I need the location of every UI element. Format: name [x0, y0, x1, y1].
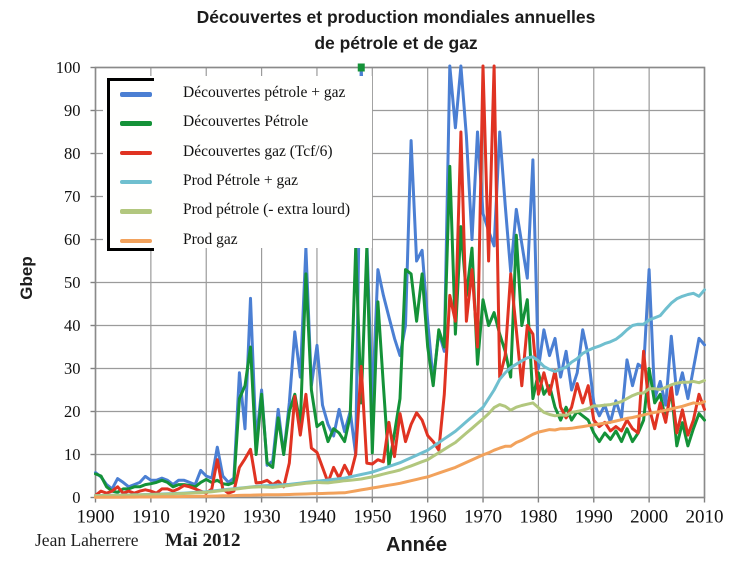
- legend-swatch: [120, 238, 152, 243]
- y-tick-label: 100: [56, 58, 81, 77]
- y-tick-label: 80: [64, 144, 81, 163]
- x-tick-label: 2010: [686, 507, 724, 528]
- x-tick-label: 2000: [630, 507, 668, 528]
- x-tick-label: 1980: [519, 507, 557, 528]
- series-line: [94, 164, 706, 494]
- credit-author: Jean Laherrere: [35, 530, 139, 550]
- legend-swatch: [120, 121, 152, 126]
- y-tick-label: 20: [64, 402, 81, 421]
- series-line: [94, 379, 706, 498]
- legend-label: Découvertes gaz (Tcf/6): [183, 142, 333, 160]
- chart-title: Découvertes et production mondiales annu…: [0, 4, 729, 56]
- x-tick-label: 1950: [353, 507, 391, 528]
- x-axis-title: Année: [386, 534, 448, 556]
- y-tick-label: 0: [72, 488, 80, 507]
- x-tick-label: 1990: [575, 507, 613, 528]
- legend-label: Prod pétrole (- extra lourd): [183, 201, 350, 219]
- x-tick-label: 1930: [243, 507, 281, 528]
- legend-swatch: [120, 92, 152, 97]
- y-axis-title: Gbep: [17, 256, 36, 300]
- x-tick-label: 1900: [77, 507, 115, 528]
- chart-title-line2: de pétrole et de gaz: [314, 33, 478, 53]
- x-tick-label: 1960: [409, 507, 447, 528]
- y-tick-label: 90: [64, 101, 81, 120]
- y-tick-label: 50: [64, 273, 81, 292]
- series-line: [94, 64, 706, 491]
- legend-box: Découvertes pétrole + gaz Découvertes Pét…: [103, 76, 372, 251]
- chart-title-line1: Découvertes et production mondiales annu…: [196, 7, 596, 27]
- y-tick-label: 60: [64, 230, 81, 249]
- legend-swatch: [120, 150, 152, 156]
- plot-border: [94, 66, 706, 499]
- legend-swatch: [120, 209, 152, 214]
- y-tick-label: 10: [64, 445, 81, 464]
- x-tick-label: 1910: [132, 507, 170, 528]
- x-tick-label: 1970: [464, 507, 502, 528]
- legend-label: Prod Pétrole + gaz: [183, 171, 299, 189]
- series-line: [94, 400, 706, 499]
- y-tick-label: 30: [64, 359, 81, 378]
- x-tick-label: 1920: [187, 507, 225, 528]
- legend-border-bracket: [107, 78, 154, 251]
- legend-swatch: [120, 179, 152, 185]
- legend-label: Prod gaz: [183, 230, 238, 248]
- y-tick-label: 70: [64, 187, 81, 206]
- legend-label: Découvertes Pétrole: [183, 113, 309, 131]
- y-tick-label: 40: [64, 316, 81, 335]
- clipped-point-marker: [357, 63, 365, 72]
- x-tick-label: 1940: [298, 507, 336, 528]
- credit-date: Mai 2012: [165, 530, 241, 551]
- legend-label: Découvertes pétrole + gaz: [183, 84, 346, 101]
